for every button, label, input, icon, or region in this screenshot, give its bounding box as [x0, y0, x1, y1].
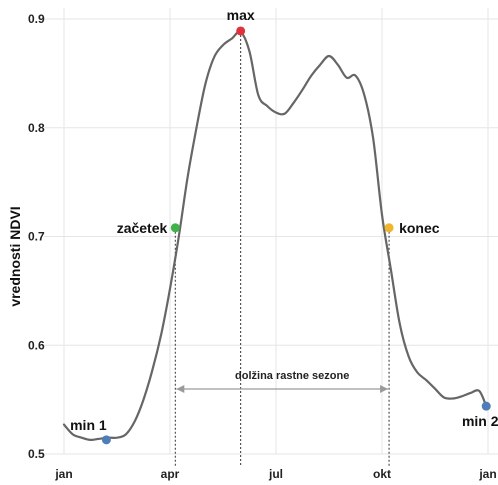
x-tick-label-2: jul: [268, 467, 283, 481]
key-points: min 1 začetek max konec min 2: [70, 7, 498, 445]
point-label-4: min 2: [462, 413, 498, 429]
x-tick-label-3: okt: [373, 467, 391, 481]
span-arrow-right-head: [380, 385, 389, 393]
y-axis-ticks: 0.5 0.6 0.7 0.8 0.9: [28, 12, 45, 461]
span-label: dolžina rastne sezone: [235, 370, 349, 382]
y-tick-label-2: 0.7: [28, 230, 45, 244]
point-label-3: konec: [399, 220, 440, 236]
point-0: [101, 435, 111, 445]
y-tick-label-4: 0.9: [28, 12, 45, 26]
x-axis-ticks: jan apr jul okt jan: [54, 467, 496, 481]
y-tick-label-1: 0.6: [28, 338, 45, 352]
guide-lines: [174, 30, 390, 466]
point-label-0: min 1: [70, 417, 107, 433]
x-tick-label-0: jan: [54, 467, 72, 481]
y-axis-label: vrednosti NDVI: [7, 206, 23, 306]
season-length-span: dolžina rastne sezone: [176, 370, 389, 393]
point-3: [384, 223, 394, 233]
grid-lines: [44, 8, 498, 455]
point-2: [236, 26, 246, 36]
ndvi-series-line: [62, 30, 488, 442]
y-tick-label-3: 0.8: [28, 121, 45, 135]
point-1: [170, 223, 180, 233]
x-tick-label-4: jan: [478, 467, 496, 481]
point-4: [481, 401, 491, 411]
x-tick-label-1: apr: [161, 467, 180, 481]
y-tick-label-0: 0.5: [28, 447, 45, 461]
point-label-2: max: [227, 7, 255, 23]
span-arrow-left-head: [176, 385, 185, 393]
point-label-1: začetek: [117, 220, 168, 236]
